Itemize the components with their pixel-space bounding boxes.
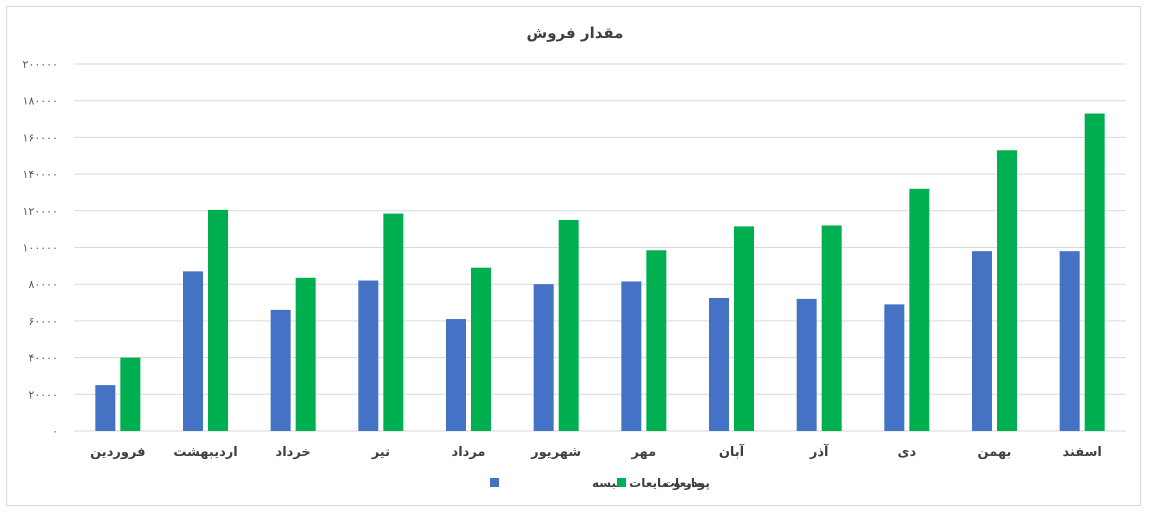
bar-liquid: [909, 188, 930, 431]
bar-powder-liquid: [796, 298, 817, 431]
bar-liquid: [646, 250, 667, 431]
bar-powder-liquid: [709, 297, 729, 431]
gridlines: [74, 63, 1126, 432]
bar-liquid: [208, 209, 228, 431]
bar-liquid: [383, 213, 404, 431]
bar-powder-liquid: [358, 280, 379, 431]
legend-label-liquid: مایعات: [663, 476, 703, 490]
x-category-label: آذر: [809, 443, 829, 460]
bar-powder-liquid: [95, 385, 116, 431]
bar-powder-liquid: [972, 251, 992, 431]
x-category-label: بهمن: [978, 445, 1012, 460]
bar-powder-liquid: [533, 284, 554, 431]
x-category-label: دی: [898, 445, 917, 460]
bar-powder-liquid: [884, 304, 905, 431]
x-category-label: تیر: [371, 445, 390, 460]
y-tick-label: ۱۴۰۰۰۰: [23, 168, 58, 181]
bar-liquid: [821, 225, 842, 431]
y-tick-label: ۶۰۰۰۰: [28, 315, 58, 328]
bar-liquid: [1084, 113, 1105, 432]
y-tick-label: ۱۶۰۰۰۰: [23, 131, 58, 144]
legend-swatch-powder-liquid: [490, 478, 499, 487]
bar-liquid: [558, 219, 579, 431]
bars: [95, 113, 1105, 432]
y-tick-label: ۰: [52, 425, 58, 438]
chart-title: مقدار فروش: [527, 24, 624, 42]
legend-swatch-liquid: [617, 478, 626, 487]
x-category-label: خرداد: [276, 445, 311, 460]
x-category-label: شهریور: [530, 445, 581, 460]
x-category-label: اسفند: [1062, 445, 1101, 460]
bar-liquid: [734, 226, 754, 431]
x-category-label: فروردین: [90, 445, 145, 460]
y-tick-label: ۴۰۰۰۰: [28, 352, 58, 365]
bar-liquid: [120, 357, 141, 431]
x-category-label: مرداد: [452, 445, 486, 460]
y-tick-label: ۱۸۰۰۰۰: [23, 95, 58, 108]
bar-powder-liquid: [446, 319, 466, 431]
x-category-label: اردیبهشت: [173, 445, 237, 460]
y-tick-label: ۸۰۰۰۰: [28, 278, 58, 291]
bar-powder-liquid: [621, 281, 642, 431]
y-tick-label: ۲۰۰۰۰۰: [23, 58, 58, 71]
bar-liquid: [471, 267, 491, 431]
y-axis-ticks: ۰ ۲۰۰۰۰ ۴۰۰۰۰ ۶۰۰۰۰ ۸۰۰۰۰ ۱۰۰۰۰۰ ۱۲۰۰۰۰ ۱۴۰۰۰۰ ۱…: [23, 58, 58, 438]
x-category-label: آبان: [719, 443, 745, 460]
x-category-label: مهر: [630, 445, 656, 460]
bar-powder-liquid: [1059, 251, 1080, 431]
bar-liquid: [997, 150, 1017, 431]
chart-frame: [6, 6, 1141, 506]
bar-powder-liquid: [270, 309, 291, 431]
y-tick-label: ۱۰۰۰۰۰: [23, 242, 58, 255]
bar-liquid: [295, 277, 316, 431]
x-axis-labels: فروردین اردیبهشت خرداد تیر مرداد شهریور مهر آبا…: [90, 443, 1102, 460]
y-tick-label: ۲۰۰۰۰: [28, 388, 58, 401]
y-tick-label: ۱۲۰۰۰۰: [23, 205, 58, 218]
bar-powder-liquid: [183, 271, 203, 431]
